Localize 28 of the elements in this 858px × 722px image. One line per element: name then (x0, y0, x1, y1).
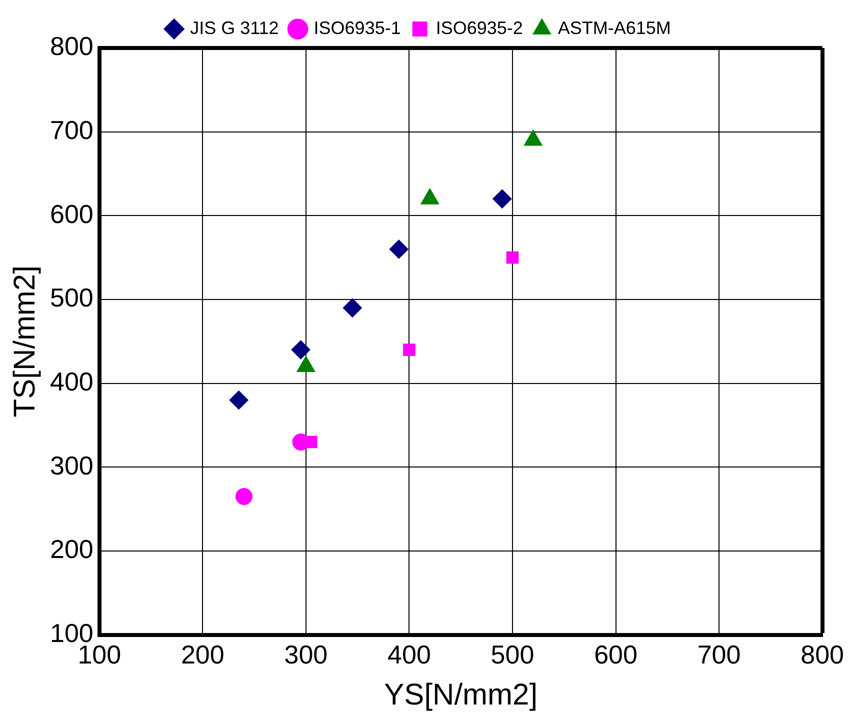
y-axis-title: TS[N/mm2] (8, 266, 42, 418)
legend-label: ASTM-A615M (558, 18, 671, 38)
y-tick-label: 600 (50, 198, 94, 229)
y-tick-label: 500 (50, 282, 94, 313)
y-tick-label: 300 (50, 450, 94, 480)
point (506, 251, 519, 264)
y-tick-label: 400 (50, 366, 94, 396)
x-tick-label: 200 (180, 640, 224, 670)
legend-label: ISO6935-1 (314, 18, 401, 38)
x-axis-title: YS[N/mm2] (384, 678, 538, 712)
point (403, 344, 416, 356)
point (291, 340, 310, 360)
x-tick-label: 700 (697, 640, 741, 670)
legend-label: ISO6935-2 (436, 18, 523, 38)
x-tick-label: 800 (800, 640, 844, 670)
y-tick-label: 700 (50, 115, 94, 145)
point (229, 390, 248, 410)
x-tick-label: 500 (490, 640, 534, 670)
x-tick-label: 400 (388, 640, 431, 670)
x-tick-label: 300 (284, 640, 328, 670)
point (342, 298, 362, 318)
point (492, 189, 512, 208)
legend-label: JIS G 3112 (190, 18, 279, 38)
x-tick-label: 600 (594, 640, 638, 670)
y-tick-label: 800 (50, 31, 94, 62)
point (389, 240, 408, 259)
point (235, 488, 252, 505)
y-tick-label: 200 (50, 534, 94, 564)
